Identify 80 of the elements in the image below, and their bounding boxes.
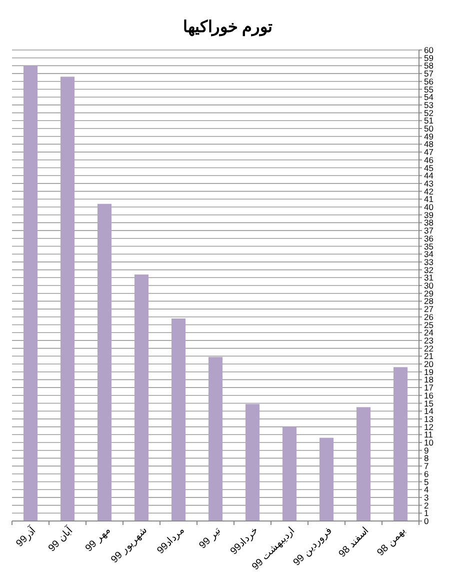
bar (356, 407, 371, 521)
y-tick-label: 40 (424, 202, 434, 212)
y-tick-label: 39 (424, 210, 434, 220)
bar (60, 76, 75, 521)
y-tick-label: 14 (424, 406, 434, 416)
x-tick-label: آذر99 (12, 523, 40, 550)
y-tick-label: 35 (424, 241, 434, 252)
y-tick-label: 49 (424, 131, 434, 142)
y-tick-label: 1 (424, 508, 429, 518)
y-tick-label: 38 (424, 218, 434, 228)
bar (208, 356, 223, 521)
y-tick-label: 31 (424, 272, 434, 283)
y-tick-label: 52 (424, 108, 434, 118)
y-tick-label: 17 (424, 382, 434, 393)
y-tick-label: 47 (424, 147, 434, 158)
y-tick-label: 6 (424, 468, 429, 479)
y-tick-label: 20 (424, 359, 434, 369)
y-tick-label: 7 (424, 461, 429, 472)
bar (97, 204, 112, 521)
x-tick-label: خرداد99 (228, 525, 260, 558)
y-tick-label: 8 (424, 453, 429, 464)
y-tick-label: 36 (424, 233, 434, 244)
y-tick-label: 50 (424, 124, 434, 134)
y-tick-label: 16 (424, 390, 434, 400)
bar (319, 438, 334, 521)
y-tick-label: 42 (424, 186, 434, 196)
y-tick-label: 25 (424, 320, 434, 330)
y-tick-label: 4 (424, 484, 429, 495)
y-tick-label: 45 (424, 162, 434, 173)
y-tick-label: 58 (424, 60, 434, 71)
y-tick-label: 60 (424, 45, 434, 55)
y-tick-label: 26 (424, 312, 434, 322)
y-tick-label: 56 (424, 76, 434, 86)
y-tick-label: 34 (424, 249, 434, 260)
bar (171, 318, 186, 521)
y-tick-label: 11 (424, 430, 434, 440)
x-tick-label: اسفند 98 (336, 525, 372, 560)
y-tick-label: 29 (424, 288, 434, 298)
y-tick-label: 43 (424, 178, 434, 188)
y-tick-label: 5 (424, 476, 429, 487)
bar (23, 66, 38, 521)
y-tick-label: 9 (424, 445, 429, 456)
x-tick-label: آبان 99 (45, 523, 76, 554)
bar (393, 367, 408, 521)
bar (282, 426, 297, 521)
y-tick-label: 53 (424, 100, 434, 110)
y-tick-label: 55 (424, 84, 434, 94)
y-tick-label: 0 (424, 516, 429, 526)
x-tick-label: تیر 99 (197, 525, 224, 552)
y-tick-label: 33 (424, 256, 434, 267)
y-tick-label: 57 (424, 68, 434, 79)
y-tick-label: 32 (424, 264, 434, 275)
y-tick-label: 59 (424, 52, 434, 63)
y-tick-label: 54 (424, 92, 434, 102)
y-tick-label: 23 (424, 335, 434, 346)
y-tick-label: 13 (424, 414, 434, 424)
y-tick-label: 27 (424, 304, 434, 314)
y-tick-label: 48 (424, 139, 434, 150)
y-tick-label: 37 (424, 226, 434, 236)
y-tick-label: 19 (424, 366, 434, 377)
y-tick-label: 51 (424, 116, 434, 126)
y-tick-label: 21 (424, 351, 434, 362)
y-tick-label: 46 (424, 154, 434, 165)
y-tick-label: 28 (424, 296, 434, 306)
bar (134, 274, 149, 521)
y-tick-label: 22 (424, 343, 434, 354)
x-tick-label: مرداد99 (155, 525, 186, 556)
y-tick-label: 3 (424, 492, 429, 502)
y-tick-label: 44 (424, 170, 434, 181)
chart-title: تورم خوراکیها (182, 19, 274, 37)
y-tick-label: 24 (424, 328, 434, 338)
y-tick-label: 12 (424, 422, 434, 432)
y-tick-label: 41 (424, 194, 434, 204)
y-tick-label: 2 (424, 500, 429, 510)
y-tick-label: 18 (424, 374, 434, 385)
x-tick-label: بهمن 98 (375, 525, 408, 558)
y-tick-label: 30 (424, 280, 434, 290)
bar (245, 404, 260, 521)
y-tick-label: 10 (424, 438, 434, 448)
y-tick-label: 15 (424, 398, 434, 408)
